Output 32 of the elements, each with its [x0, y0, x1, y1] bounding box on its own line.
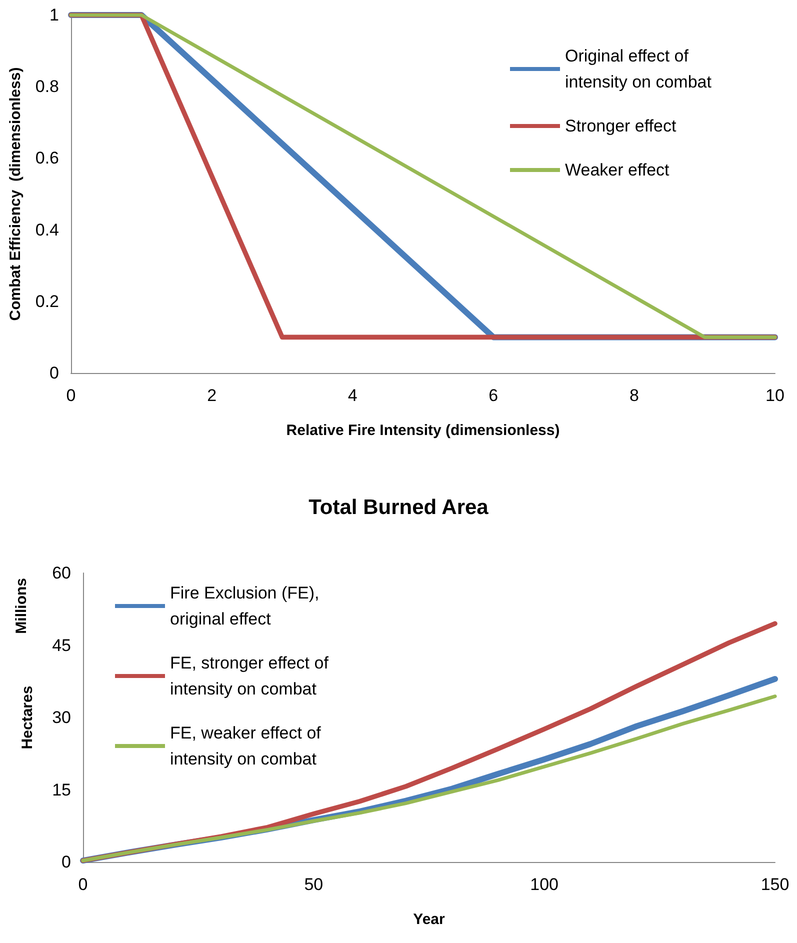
- x-tick-label: 150: [760, 875, 790, 894]
- text: Millions: [13, 578, 30, 634]
- x-tick-label: 2: [207, 386, 217, 405]
- y-tick-label: 0: [50, 364, 59, 382]
- x-tick-label: 6: [488, 386, 498, 405]
- chart-title: Total Burned Area: [308, 496, 489, 519]
- y-axis-title: Hectares: [19, 686, 36, 750]
- y-tick-label: 0.8: [35, 77, 59, 96]
- x-axis-title: Relative Fire Intensity (dimensionless): [286, 422, 560, 439]
- legend-label: FE, weaker effect of intensity on combat: [170, 724, 326, 768]
- x-tick-label: 50: [304, 875, 324, 894]
- legend-label: Fire Exclusion (FE), original effect: [170, 584, 324, 628]
- x-tick-label: 8: [629, 386, 639, 405]
- x-tick-label: 10: [766, 386, 784, 405]
- y-tick-label: 60: [52, 564, 71, 582]
- y-tick-label: 45: [52, 636, 71, 655]
- x-tick-label: 4: [348, 386, 358, 405]
- y-tick-label: 0.4: [35, 220, 59, 240]
- y-tick-label: 0.6: [35, 148, 59, 168]
- y-axis-title: Combat Efficiency (dimensionless): [7, 67, 24, 321]
- legend-label: FE, stronger effect of intensity on combat: [170, 654, 334, 698]
- y-tick-label: 30: [52, 708, 71, 727]
- x-tick-label: 0: [78, 875, 88, 894]
- y-tick-label: 1: [50, 6, 59, 24]
- x-tick-label: 100: [530, 875, 559, 894]
- y-tick-label: 0: [62, 852, 71, 872]
- x-axis-title: Year: [413, 911, 446, 928]
- legend-label: Stronger effect: [565, 116, 676, 136]
- legend-label: Original effect of intensity on combat: [565, 46, 712, 92]
- y-tick-label: 0.2: [35, 292, 59, 311]
- y-tick-label: 15: [52, 780, 71, 800]
- legend-label: Weaker effect: [565, 160, 670, 180]
